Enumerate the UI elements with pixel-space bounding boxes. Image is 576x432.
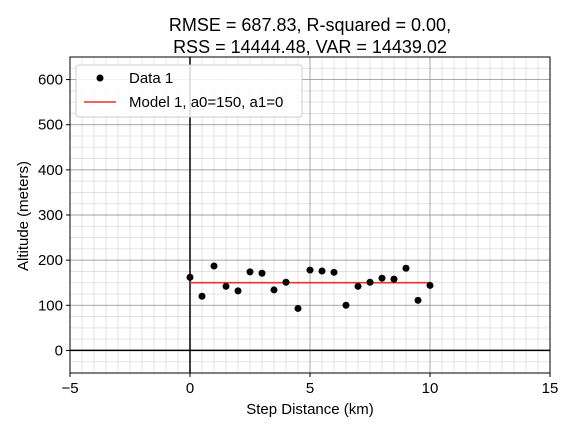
y-tick-label: 200 [38, 252, 63, 269]
legend-marker-data-1 [96, 74, 104, 82]
x-axis-label: Step Distance (km) [246, 401, 374, 418]
x-tick-label: 10 [422, 380, 439, 397]
chart-title: RMSE = 687.83, R-squared = 0.00, RSS = 1… [169, 15, 451, 57]
legend-label-data-1: Data 1 [129, 70, 173, 87]
y-tick-label: 500 [38, 117, 63, 134]
legend-box [75, 64, 303, 118]
legend: Data 1 Model 1, a0=150, a1=0 [75, 64, 303, 118]
data-point [414, 296, 422, 304]
y-tick-label: 300 [38, 207, 63, 224]
data-point [246, 268, 254, 276]
data-point [258, 269, 266, 277]
x-tick-label: −5 [61, 380, 78, 397]
y-axis-label: Altitude (meters) [15, 161, 32, 271]
x-tick-label: 15 [542, 380, 559, 397]
x-tick-label: 0 [186, 380, 194, 397]
data-point [354, 282, 362, 290]
data-point [294, 304, 302, 312]
data-point [198, 292, 206, 300]
y-tick-label: 600 [38, 72, 63, 89]
data-point [318, 267, 326, 275]
data-point [186, 273, 194, 281]
data-point [282, 278, 290, 286]
data-point [210, 262, 218, 270]
title-line-1: RMSE = 687.83, R-squared = 0.00, [169, 15, 451, 35]
x-tick-label: 5 [306, 380, 314, 397]
data-point [366, 278, 374, 286]
data-point [402, 264, 410, 272]
tick-labels: −5 0 5 10 15 0 100 200 300 400 500 600 [38, 72, 558, 397]
y-tick-label: 0 [55, 342, 63, 359]
data-point [330, 268, 338, 276]
axis-ticks [66, 79, 551, 377]
data-point [270, 286, 278, 294]
data-point [234, 287, 242, 295]
y-tick-label: 100 [38, 297, 63, 314]
title-line-2: RSS = 14444.48, VAR = 14439.02 [173, 37, 447, 57]
data-point [306, 266, 314, 274]
data-point [342, 301, 350, 309]
data-point [390, 275, 398, 283]
data-point [426, 281, 434, 289]
series-layer [186, 262, 434, 312]
data-point [378, 274, 386, 282]
y-tick-label: 400 [38, 162, 63, 179]
legend-label-model-1: Model 1, a0=150, a1=0 [129, 94, 283, 111]
data-point [222, 282, 230, 290]
